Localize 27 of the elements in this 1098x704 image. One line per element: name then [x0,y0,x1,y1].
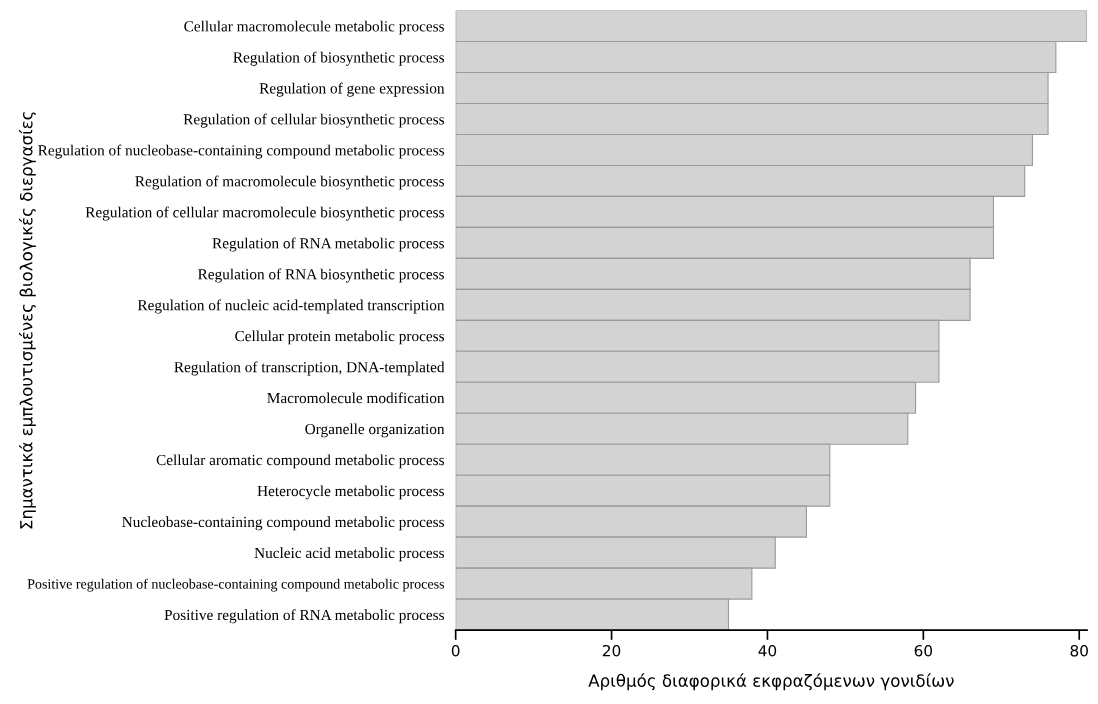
x-tick-label: 60 [914,644,933,657]
y-tick-label: Nucleic acid metabolic process [254,547,444,562]
y-tick-label: Regulation of RNA metabolic process [212,237,444,252]
y-tick-label: Macromolecule modification [267,392,445,404]
y-tick-label: Organelle organization [305,423,445,438]
y-tick-label: Cellular protein metabolic process [235,330,444,345]
y-tick-label: Nucleobase-containing compound metabolic process [122,516,444,531]
y-tick-label: Regulation of nucleobase-containing compound metabolic process [38,144,444,159]
y-tick-label: Regulation of cellular biosynthetic process [183,113,444,128]
x-tick-label: 0 [451,644,460,657]
y-tick-label: Regulation of macromolecule biosynthetic process [135,175,444,190]
y-tick-label: Positive regulation of nucleobase-containing compound metabolic process [27,578,445,592]
x-tick-label: 20 [602,644,621,657]
y-tick-label: Cellular macromolecule metabolic process [184,20,444,35]
y-tick-label: Regulation of gene expression [259,82,445,97]
y-tick-label: Regulation of biosynthetic process [233,51,444,66]
x-tick-label: 40 [758,644,777,657]
y-axis-title: Σημαντικά εμπλουτισμένες βιολογικές διεργασίες [18,112,36,529]
y-tick-label: Positive regulation of RNA metabolic process [164,609,444,624]
y-tick-label: Regulation of RNA biosynthetic process [198,268,444,283]
x-tick-label: 80 [1070,644,1088,657]
y-tick-label: Heterocycle metabolic process [257,485,444,500]
x-axis-title: Αριθμός διαφορικά εκφραζόμενων γονιδίων [588,673,954,691]
y-tick-label: Regulation of cellular macromolecule biosynthetic process [85,206,444,221]
y-tick-label: Cellular aromatic compound metabolic process [156,454,444,469]
y-tick-label: Regulation of transcription, DNA-templated [174,361,445,376]
y-tick-label: Regulation of nucleic acid-templated transcription [137,299,445,314]
